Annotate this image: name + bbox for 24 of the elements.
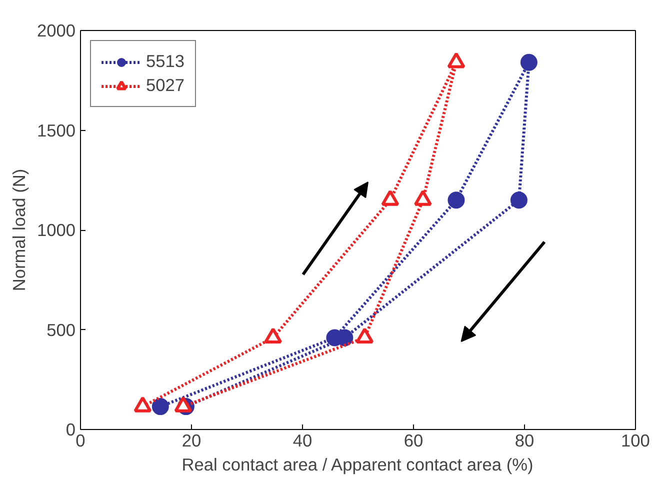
x-axis-title: Real contact area / Apparent contact area (%)	[182, 454, 534, 474]
y-tick-label: 2000	[36, 20, 76, 40]
x-tick-label: 60	[404, 430, 424, 450]
point	[510, 192, 528, 209]
x-tick-label: 20	[182, 430, 202, 450]
point	[356, 328, 374, 344]
legend-label: 5027	[146, 75, 185, 96]
point	[520, 54, 538, 71]
point	[414, 190, 432, 206]
y-axis-title: Normal load (N)	[8, 168, 29, 292]
x-tick-label: 100	[621, 430, 650, 450]
point	[152, 398, 169, 416]
point	[448, 192, 465, 209]
point	[264, 328, 282, 344]
point	[134, 396, 152, 412]
point	[174, 396, 192, 412]
x-tick-label: 40	[292, 430, 312, 450]
x-tick-label: 80	[514, 430, 534, 450]
point	[447, 52, 466, 68]
y-tick-label: 500	[46, 320, 76, 340]
point	[381, 190, 400, 206]
y-tick-label: 1000	[36, 220, 76, 240]
legend-label: 5513	[146, 51, 185, 72]
y-tick-label: 1500	[36, 120, 76, 140]
